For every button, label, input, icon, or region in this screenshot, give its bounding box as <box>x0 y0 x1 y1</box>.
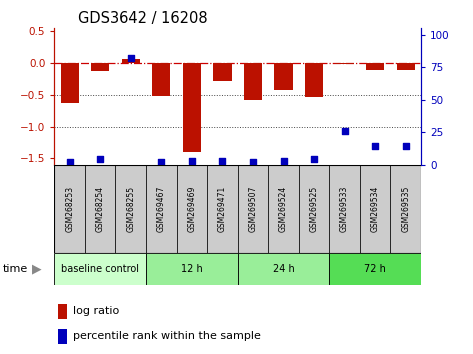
Point <box>188 158 196 164</box>
Bar <box>61 63 79 103</box>
Bar <box>54 165 85 253</box>
Text: GSM268255: GSM268255 <box>126 186 135 232</box>
Text: log ratio: log ratio <box>73 306 119 316</box>
Bar <box>183 63 201 152</box>
Point <box>249 159 257 165</box>
Text: GSM268254: GSM268254 <box>96 186 105 232</box>
Bar <box>329 165 360 253</box>
Text: GSM269533: GSM269533 <box>340 185 349 232</box>
Text: GSM269467: GSM269467 <box>157 185 166 232</box>
Text: GSM269507: GSM269507 <box>248 185 257 232</box>
Bar <box>54 253 146 285</box>
Bar <box>122 59 140 63</box>
Bar <box>329 253 421 285</box>
Text: ▶: ▶ <box>32 263 42 275</box>
Bar <box>390 165 421 253</box>
Point <box>341 128 349 134</box>
Bar <box>396 63 415 69</box>
Text: GSM269524: GSM269524 <box>279 186 288 232</box>
Text: GSM269471: GSM269471 <box>218 186 227 232</box>
Point <box>402 144 410 149</box>
Point <box>66 159 73 165</box>
Bar <box>244 63 262 100</box>
Bar <box>366 63 384 69</box>
Bar <box>91 63 109 71</box>
Point <box>310 156 318 162</box>
Bar <box>58 329 67 343</box>
Bar <box>213 63 232 81</box>
Point <box>96 156 104 162</box>
Text: GDS3642 / 16208: GDS3642 / 16208 <box>78 11 208 25</box>
Bar <box>299 165 329 253</box>
Point <box>371 144 379 149</box>
Bar <box>360 165 390 253</box>
Text: GSM269525: GSM269525 <box>309 186 318 232</box>
Text: 24 h: 24 h <box>272 264 294 274</box>
Bar <box>85 165 115 253</box>
Text: GSM269535: GSM269535 <box>401 185 410 232</box>
Bar <box>268 165 299 253</box>
Text: GSM269534: GSM269534 <box>371 185 380 232</box>
Text: percentile rank within the sample: percentile rank within the sample <box>73 331 261 341</box>
Text: baseline control: baseline control <box>61 264 139 274</box>
Bar <box>207 165 237 253</box>
Bar <box>146 253 237 285</box>
Bar <box>237 165 268 253</box>
Text: GSM268253: GSM268253 <box>65 186 74 232</box>
Bar <box>146 165 176 253</box>
Text: 72 h: 72 h <box>364 264 386 274</box>
Bar <box>176 165 207 253</box>
Bar <box>305 63 323 97</box>
Text: GSM269469: GSM269469 <box>187 185 196 232</box>
Bar <box>274 63 293 90</box>
Bar <box>237 253 329 285</box>
Bar <box>115 165 146 253</box>
Point <box>280 158 287 164</box>
Point <box>158 159 165 165</box>
Text: 12 h: 12 h <box>181 264 203 274</box>
Bar <box>335 63 354 64</box>
Point <box>219 158 226 164</box>
Bar <box>58 304 67 319</box>
Point <box>127 55 134 61</box>
Bar <box>152 63 170 96</box>
Text: time: time <box>2 264 27 274</box>
